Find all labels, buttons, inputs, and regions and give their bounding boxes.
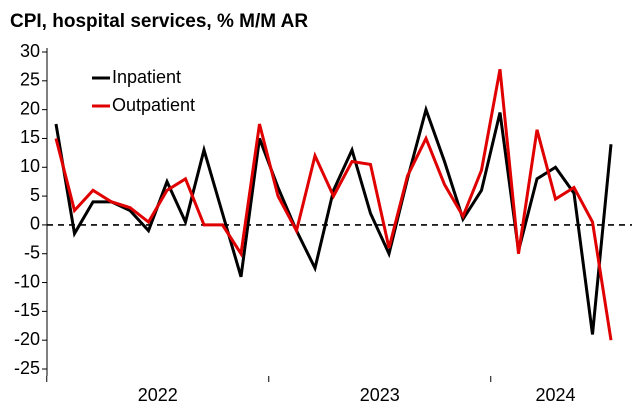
y-tick-label: 0 <box>30 214 40 234</box>
y-tick-label: 10 <box>20 156 40 176</box>
y-tick-label: 5 <box>30 185 40 205</box>
chart-title: CPI, hospital services, % M/M AR <box>10 11 308 32</box>
y-tick-label: 20 <box>20 98 40 118</box>
y-tick-label: 30 <box>20 41 40 61</box>
x-group-label: 2022 <box>138 385 178 405</box>
y-tick-label: -25 <box>14 358 40 378</box>
series-line <box>54 104 613 335</box>
y-tick-label: -10 <box>14 271 40 291</box>
x-group-label: 2024 <box>535 385 575 405</box>
x-group-label: 2023 <box>360 385 400 405</box>
series-line <box>54 69 613 341</box>
legend-label: Outpatient <box>112 95 195 115</box>
y-tick-label: -15 <box>14 300 40 320</box>
y-tick-label: -5 <box>24 242 40 262</box>
y-tick-label: 25 <box>20 70 40 90</box>
y-tick-label: -20 <box>14 329 40 349</box>
legend-label: Inpatient <box>112 67 181 87</box>
y-tick-label: 15 <box>20 127 40 147</box>
